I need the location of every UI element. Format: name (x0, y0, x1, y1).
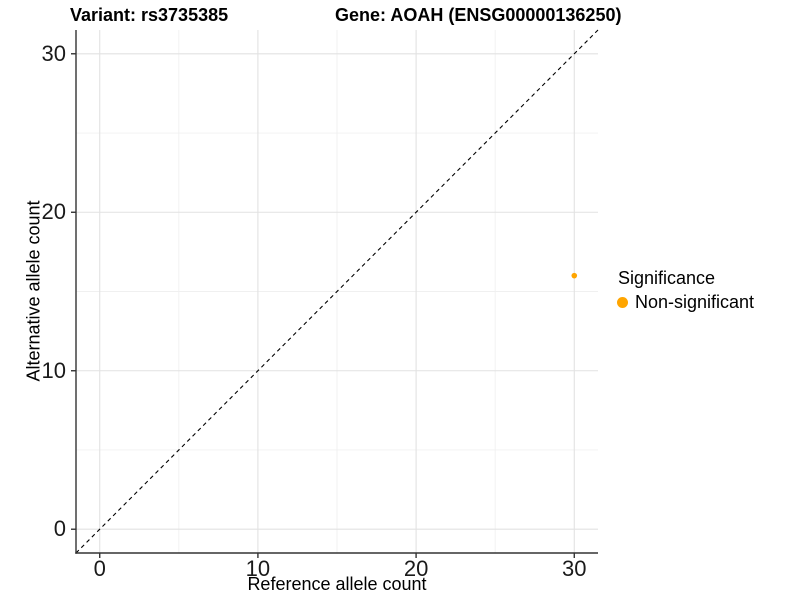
plot-title-gene: Gene: AOAH (ENSG00000136250) (335, 5, 622, 25)
x-axis-title: Reference allele count (247, 574, 427, 594)
data-point (571, 272, 578, 279)
plot-title-variant: Variant: rs3735385 (70, 5, 229, 25)
legend-entry-non-significant: Non-significant (616, 292, 754, 313)
identity-line (75, 29, 599, 554)
legend-point-icon (617, 297, 628, 308)
y-axis-title: Alternative allele count (23, 200, 44, 382)
x-tick-label: 0 (93, 556, 106, 581)
legend: Significance Non-significant (616, 268, 754, 313)
y-tick-label: 0 (53, 516, 66, 542)
y-tick-label: 10 (41, 357, 66, 383)
x-tick-label: 20 (403, 556, 429, 581)
y-tick-label: 20 (41, 199, 66, 225)
x-tick-label: 30 (562, 556, 587, 581)
x-tick-label: 10 (245, 556, 271, 581)
legend-entry-label: Non-significant (635, 292, 755, 312)
legend-title: Significance (618, 268, 716, 288)
y-tick-label: 30 (41, 40, 66, 66)
